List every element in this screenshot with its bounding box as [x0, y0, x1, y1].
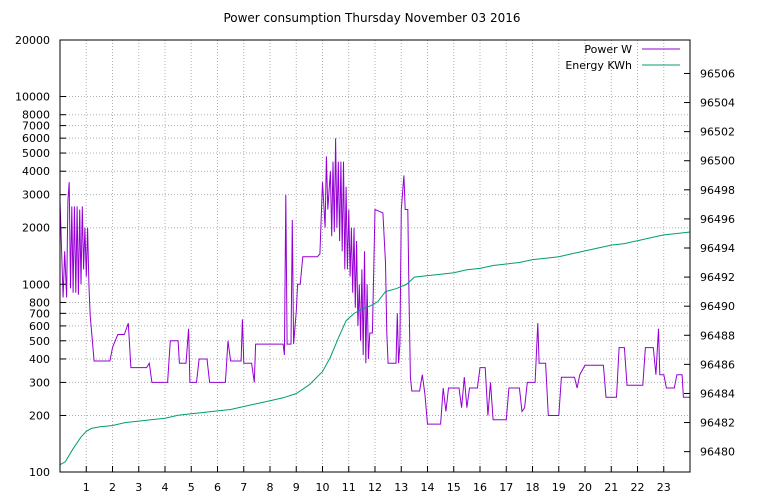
x-tick-label: 9 [293, 481, 300, 494]
y-left-tick-label: 2000 [22, 222, 50, 235]
y-right-tick-label: 96490 [700, 300, 735, 313]
x-tick-label: 23 [657, 481, 671, 494]
chart-title: Power consumption Thursday November 03 2… [223, 11, 520, 25]
y-right-tick-label: 96500 [700, 155, 735, 168]
legend-label-energy: Energy KWh [565, 59, 632, 72]
y-right-tick-label: 96496 [700, 213, 735, 226]
y-right-tick-label: 96486 [700, 358, 735, 371]
x-tick-label: 21 [604, 481, 618, 494]
x-tick-label: 2 [109, 481, 116, 494]
x-tick-label: 4 [162, 481, 169, 494]
x-tick-label: 5 [188, 481, 195, 494]
x-tick-label: 6 [214, 481, 221, 494]
y-right-tick-label: 96504 [700, 97, 735, 110]
y-left-tick-label: 3000 [22, 189, 50, 202]
y-left-tick-label: 500 [29, 335, 50, 348]
series-line-energy [59, 231, 691, 466]
y-left-tick-label: 7000 [22, 120, 50, 133]
x-tick-label: 15 [447, 481, 461, 494]
y-left-tick-label: 600 [29, 320, 50, 333]
y-left-tick-label: 20000 [15, 34, 50, 47]
x-tick-label: 12 [368, 481, 382, 494]
x-tick-label: 17 [499, 481, 513, 494]
y-right-tick-label: 96492 [700, 271, 735, 284]
x-tick-label: 8 [267, 481, 274, 494]
y-left-tick-label: 400 [29, 353, 50, 366]
y-left-tick-label: 10000 [15, 91, 50, 104]
x-tick-label: 7 [240, 481, 247, 494]
x-tick-label: 10 [316, 481, 330, 494]
legend: Power W Energy KWh [565, 43, 680, 72]
x-tick-label: 13 [394, 481, 408, 494]
x-tick-label: 20 [578, 481, 592, 494]
y-left-tick-label: 700 [29, 307, 50, 320]
y-left-tick-label: 6000 [22, 132, 50, 145]
y-left-tick-label: 300 [29, 376, 50, 389]
x-tick-label: 16 [473, 481, 487, 494]
y-right-tick-label: 96482 [700, 417, 735, 430]
y-right-tick-label: 96506 [700, 67, 735, 80]
x-tick-label: 3 [135, 481, 142, 494]
x-tick-label: 11 [342, 481, 356, 494]
y-left-tick-label: 8000 [22, 109, 50, 122]
y-left-tick-label: 200 [29, 409, 50, 422]
y-right-tick-label: 96494 [700, 242, 735, 255]
y-right-tick-label: 96488 [700, 329, 735, 342]
legend-label-power: Power W [584, 43, 632, 56]
y-left-tick-label: 1000 [22, 278, 50, 291]
x-tick-label: 19 [552, 481, 566, 494]
y-right-tick-label: 96484 [700, 387, 735, 400]
series-layer [59, 138, 691, 466]
y-right-tick-label: 96502 [700, 126, 735, 139]
y-right-tick-label: 96480 [700, 446, 735, 459]
series-line-power [59, 138, 690, 425]
y-right-tick-label: 96498 [700, 184, 735, 197]
y-left-tick-label: 800 [29, 296, 50, 309]
x-tick-label: 1 [83, 481, 90, 494]
x-tick-label: 18 [526, 481, 540, 494]
x-tick-label: 14 [421, 481, 435, 494]
x-tick-label: 22 [631, 481, 645, 494]
y-left-tick-label: 5000 [22, 147, 50, 160]
y-left-tick-label: 100 [29, 466, 50, 479]
y-left-tick-label: 4000 [22, 165, 50, 178]
